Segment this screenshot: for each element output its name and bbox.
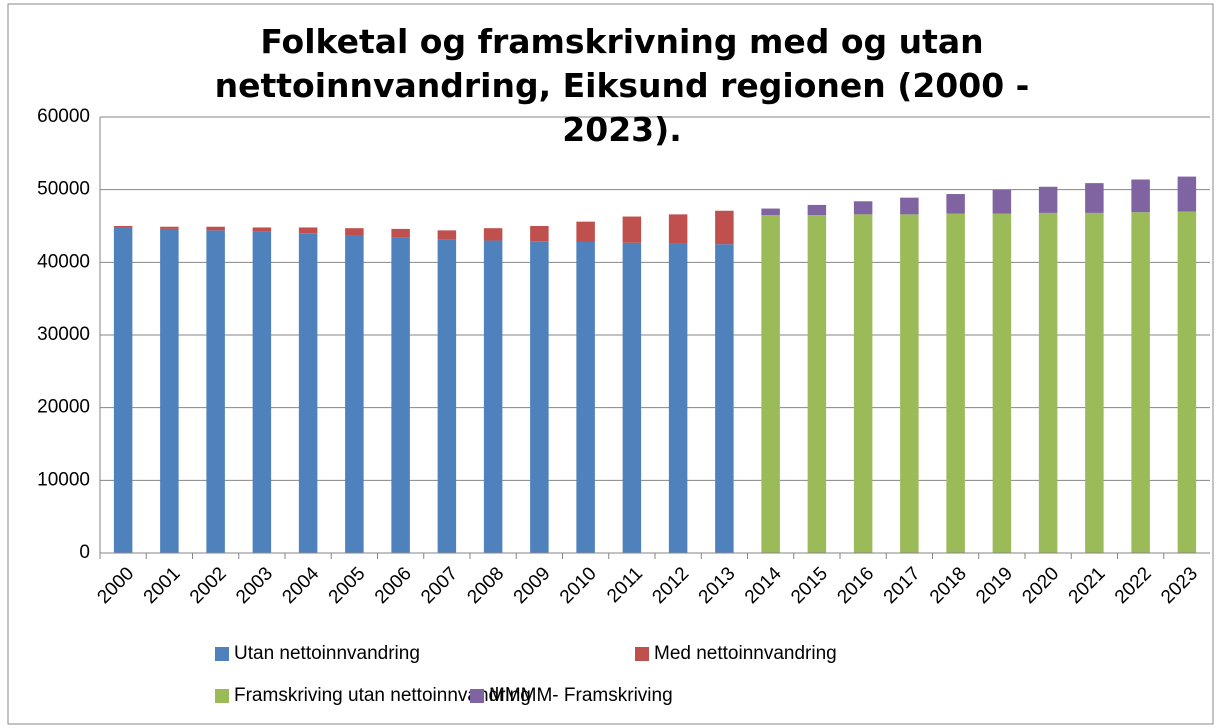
bar-segment <box>622 242 642 554</box>
bar-segment <box>391 228 410 238</box>
bar-segment <box>252 227 272 232</box>
bar-segment <box>437 239 457 553</box>
bar-segment <box>530 226 549 242</box>
legend-swatch <box>215 647 229 661</box>
legend-label: Utan nettoinnvandring <box>234 643 420 664</box>
bar-segment <box>113 226 133 228</box>
bar-segment <box>298 233 318 553</box>
bar-segment <box>483 240 503 554</box>
bar-segment <box>946 213 965 553</box>
bar-segment <box>1085 183 1104 213</box>
y-tick-label: 0 <box>79 542 90 563</box>
bar-segment <box>1085 212 1104 554</box>
bar-segment <box>900 197 919 215</box>
bar-segment <box>391 237 410 554</box>
bar-segment <box>298 227 318 234</box>
bar-segment <box>530 241 549 553</box>
bar-segment <box>622 216 642 243</box>
bar-segment <box>992 213 1012 553</box>
bar-segment <box>576 221 595 242</box>
y-tick-label: 10000 <box>37 469 90 490</box>
bar-segment <box>761 208 780 216</box>
bar-segment <box>668 243 688 553</box>
bar-segment <box>437 230 457 240</box>
y-tick-label: 60000 <box>37 106 90 127</box>
bar-segment <box>206 230 225 554</box>
y-tick-label: 50000 <box>37 179 90 200</box>
bar-segment <box>853 214 873 553</box>
bar-segment <box>1177 176 1197 212</box>
bar-segment <box>853 201 873 215</box>
y-tick-label: 30000 <box>37 324 90 345</box>
bar-segment <box>160 228 179 553</box>
bar-segment <box>206 226 225 231</box>
bar-segment <box>1131 212 1150 553</box>
legend-swatch <box>215 689 229 703</box>
bar-segment <box>992 189 1012 214</box>
bar-segment <box>483 228 503 241</box>
legend-label: Med nettoinnvandring <box>654 643 837 664</box>
bar-segment <box>715 244 734 553</box>
bar-segment <box>1038 212 1058 554</box>
bar-segment <box>946 194 965 214</box>
bar-segment <box>345 235 364 554</box>
bar-segment <box>576 241 595 553</box>
bar-segment <box>345 228 364 236</box>
bar-segment <box>715 210 734 245</box>
chart-title: Folketal og framskrivning med og utan ne… <box>214 22 1030 149</box>
bar-segment <box>807 215 827 553</box>
bar-segment <box>668 214 688 244</box>
bar-segment <box>900 214 919 553</box>
y-tick-label: 20000 <box>37 397 90 418</box>
legend-label: MMMM- Framskriving <box>489 685 673 706</box>
bar-segment <box>807 204 827 216</box>
bar-segment <box>1038 186 1058 213</box>
y-tick-label: 40000 <box>37 251 90 272</box>
bar-segment <box>113 227 133 553</box>
legend-label: Framskriving utan nettoinnvandring <box>234 685 531 706</box>
legend-swatch <box>470 689 484 703</box>
bar-segment <box>761 215 780 553</box>
bar-segment <box>252 231 272 553</box>
legend-swatch <box>635 647 649 661</box>
bar-segment <box>1177 211 1197 553</box>
bar-segment <box>1131 179 1150 213</box>
bar-segment <box>160 226 179 229</box>
